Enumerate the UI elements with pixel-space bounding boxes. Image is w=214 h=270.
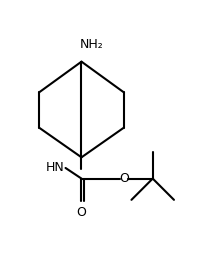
Text: NH₂: NH₂ — [80, 38, 104, 51]
Text: O: O — [119, 172, 129, 185]
Text: HN: HN — [46, 161, 64, 174]
Text: O: O — [77, 206, 86, 219]
